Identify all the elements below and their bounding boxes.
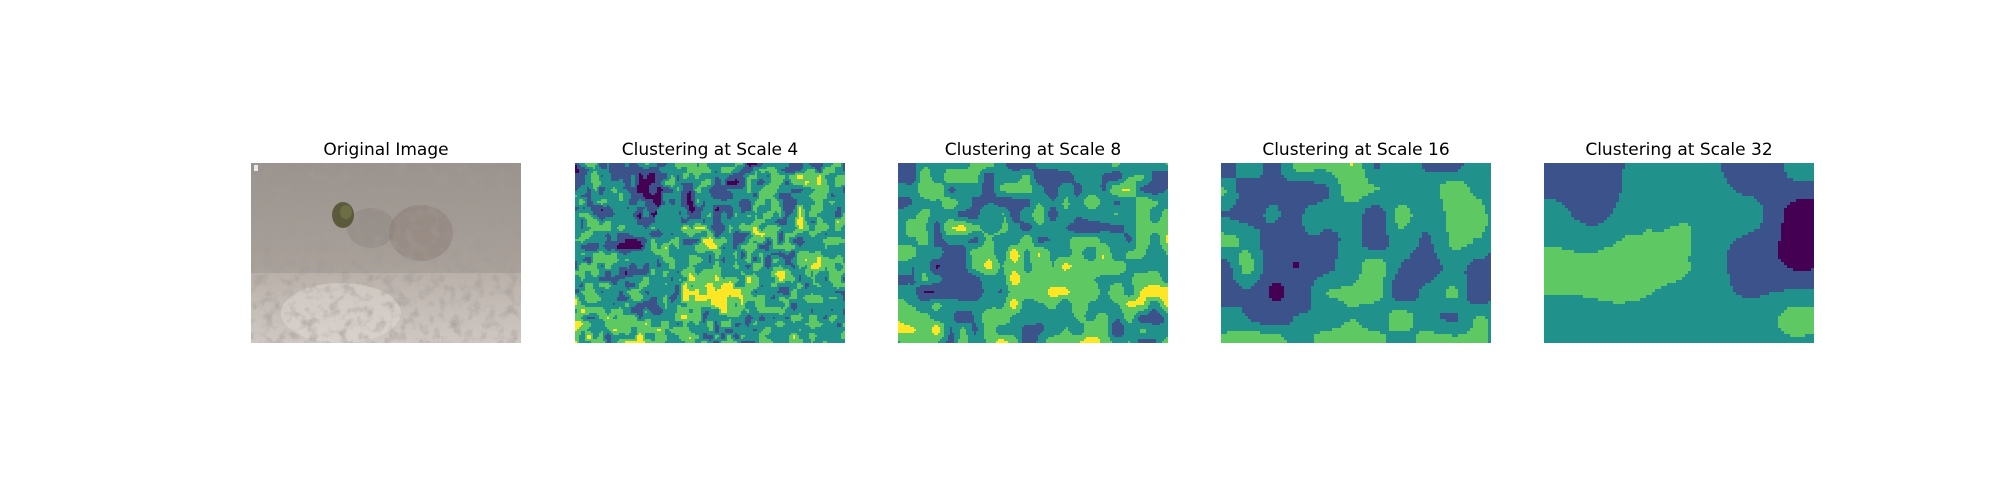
- panel-title: Clustering at Scale 4: [575, 140, 845, 160]
- panel-scale-32: Clustering at Scale 32: [1544, 0, 1814, 500]
- panel-original: Original Image: [251, 0, 521, 500]
- panel-scale-8: Clustering at Scale 8: [898, 0, 1168, 500]
- panel-title: Clustering at Scale 32: [1544, 140, 1814, 160]
- cluster-map-scale-4: [575, 163, 845, 343]
- original-image: [251, 163, 521, 343]
- panel-scale-16: Clustering at Scale 16: [1221, 0, 1491, 500]
- cluster-map-scale-8: [898, 163, 1168, 343]
- panel-scale-4: Clustering at Scale 4: [575, 0, 845, 500]
- panel-title: Clustering at Scale 8: [898, 140, 1168, 160]
- cluster-map-scale-32: [1544, 163, 1814, 343]
- cluster-map-scale-16: [1221, 163, 1491, 343]
- panel-title: Clustering at Scale 16: [1221, 140, 1491, 160]
- panel-title: Original Image: [251, 140, 521, 160]
